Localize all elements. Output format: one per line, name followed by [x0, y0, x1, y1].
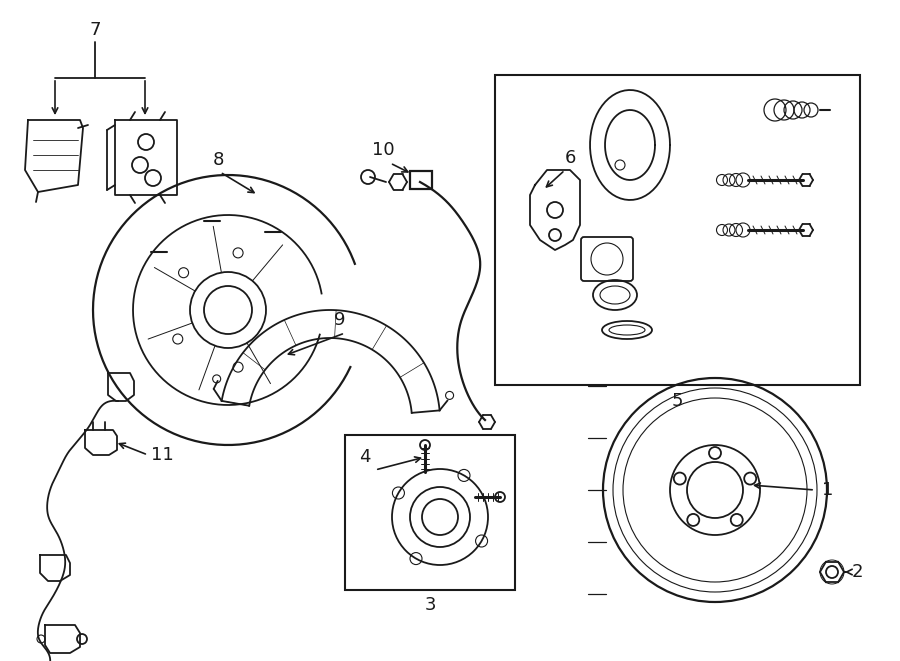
- Text: 11: 11: [150, 446, 174, 464]
- Text: 3: 3: [424, 596, 436, 614]
- Text: 4: 4: [359, 448, 371, 466]
- Bar: [345, 435, 515, 590]
- Bar: [495, 75, 860, 385]
- Text: 10: 10: [372, 141, 394, 159]
- Text: 8: 8: [212, 151, 224, 169]
- Text: 5: 5: [671, 392, 683, 410]
- Text: 6: 6: [564, 149, 576, 167]
- Text: 7: 7: [89, 21, 101, 39]
- Text: 9: 9: [334, 311, 346, 329]
- Bar: [410, 171, 432, 189]
- Text: 2: 2: [851, 563, 863, 581]
- Text: 1: 1: [823, 481, 833, 499]
